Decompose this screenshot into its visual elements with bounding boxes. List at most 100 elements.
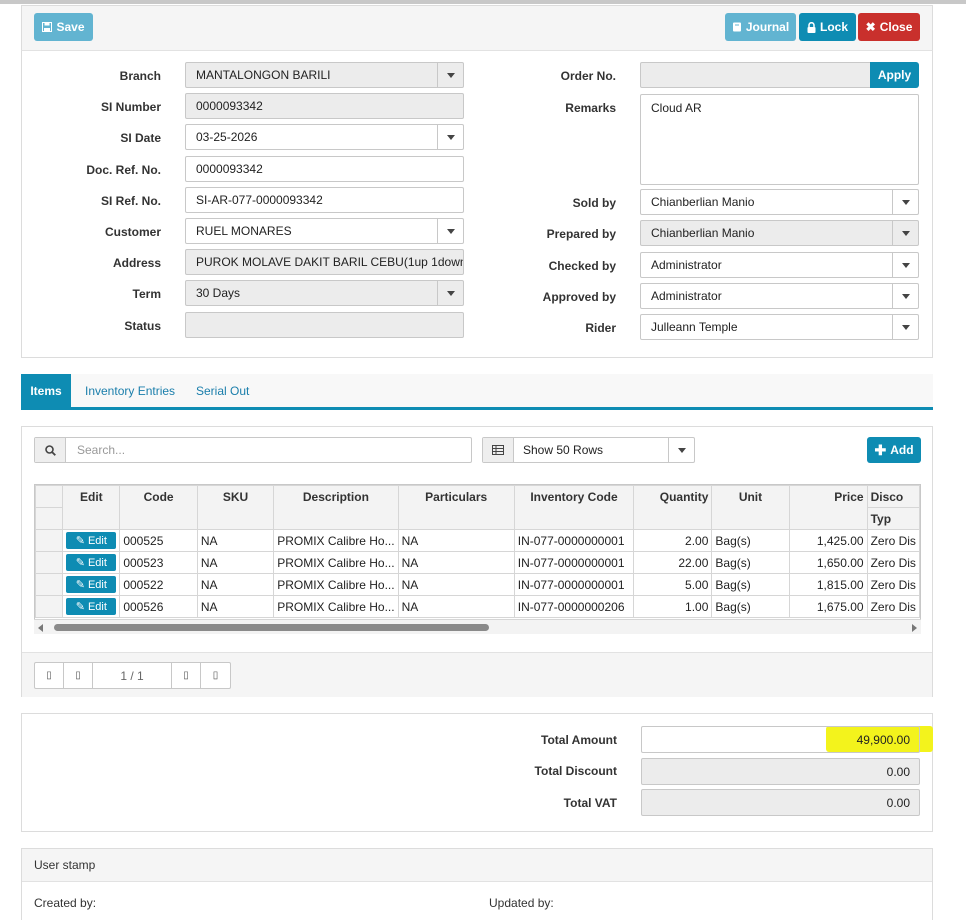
rider-select[interactable]: Julleann Temple [640, 314, 919, 340]
term-value: 30 Days [196, 286, 241, 300]
customer-select[interactable]: RUEL MONARES [185, 218, 464, 244]
chevron-down-icon [892, 190, 918, 214]
column-header-code[interactable]: Code [119, 485, 198, 530]
scrollbar-thumb[interactable] [54, 624, 489, 631]
column-header-discount[interactable]: Disco [866, 485, 920, 508]
column-header-sku[interactable]: SKU [196, 485, 275, 530]
edit-label: Edit [87, 534, 107, 547]
table-row[interactable]: ✎ Edit 000526 NA PROMIX Calibre Ho... NA … [35, 595, 920, 618]
last-page-button[interactable]: ▯ [212, 670, 219, 681]
apply-button[interactable]: Apply [870, 62, 919, 88]
column-header-unit[interactable]: Unit [711, 485, 790, 530]
si-ref-no-label: SI Ref. No. [100, 194, 161, 208]
lock-button[interactable]: Lock [799, 13, 856, 41]
doc-ref-no-label: Doc. Ref. No. [86, 163, 161, 177]
price-cell: 1,650.00 [788, 551, 868, 574]
column-header-price[interactable]: Price [788, 485, 868, 530]
column-header-description[interactable]: Description [273, 485, 399, 530]
edit-cell: ✎ Edit [62, 529, 121, 552]
sold-by-select[interactable]: Chianberlian Manio [640, 189, 919, 215]
order-no-field[interactable] [640, 62, 872, 88]
customer-value: RUEL MONARES [196, 224, 292, 238]
sold-by-label: Sold by [572, 196, 616, 210]
total-amount-field: 49,900.00 [641, 726, 920, 753]
address-value: PUROK MOLAVE DAKIT BARIL CEBU(1up 1down) [196, 255, 464, 269]
discount-cell: Zero Dis [866, 551, 920, 574]
unit-cell: Bag(s) [711, 573, 790, 596]
column-header-edit[interactable]: Edit [62, 485, 121, 530]
branch-value: MANTALONGON BARILI [196, 68, 331, 82]
next-page-button[interactable]: ▯ [172, 663, 201, 688]
edit-icon: ✎ [75, 601, 85, 613]
branch-label: Branch [119, 69, 161, 83]
first-page-button[interactable]: ▯ [35, 663, 64, 688]
prepared-by-value: Chianberlian Manio [651, 226, 755, 240]
edit-icon: ✎ [75, 535, 85, 547]
si-ref-no-field[interactable]: SI-AR-077-0000093342 [185, 187, 464, 213]
table-row[interactable]: ✎ Edit 000525 NA PROMIX Calibre Ho... NA … [35, 529, 920, 552]
table-row[interactable]: ✎ Edit 000523 NA PROMIX Calibre Ho... NA … [35, 551, 920, 574]
doc-ref-no-field[interactable]: 0000093342 [185, 156, 464, 182]
pagination: ▯ ▯ 1 / 1 ▯ ▯ [34, 662, 231, 689]
table-icon [483, 438, 514, 462]
column-header-particulars[interactable]: Particulars [397, 485, 515, 530]
edit-row-button[interactable]: ✎ Edit [66, 598, 117, 615]
search-input[interactable] [67, 438, 467, 462]
journal-button[interactable]: Journal [725, 13, 796, 41]
approved-by-label: Approved by [542, 290, 616, 304]
chevron-down-icon [437, 125, 463, 149]
address-field: PUROK MOLAVE DAKIT BARIL CEBU(1up 1down) [185, 249, 464, 275]
price-cell: 1,675.00 [788, 595, 868, 618]
save-button[interactable]: Save [34, 13, 93, 41]
chevron-down-icon [892, 315, 918, 339]
table-row[interactable]: ✎ Edit 000522 NA PROMIX Calibre Ho... NA … [35, 573, 920, 596]
unit-cell: Bag(s) [711, 595, 790, 618]
edit-label: Edit [87, 556, 107, 569]
approved-by-value: Administrator [651, 289, 722, 303]
rider-value: Julleann Temple [651, 320, 738, 334]
tab-items[interactable]: Items [21, 374, 71, 407]
branch-select[interactable]: MANTALONGON BARILI [185, 62, 464, 88]
code-cell: 000523 [119, 551, 198, 574]
checked-by-select[interactable]: Administrator [640, 252, 919, 278]
remarks-textarea[interactable]: Cloud AR [640, 94, 919, 185]
prepared-by-select[interactable]: Chianberlian Manio [640, 220, 919, 246]
doc-ref-no-value: 0000093342 [196, 162, 263, 176]
code-cell: 000522 [119, 573, 198, 596]
save-label: Save [56, 20, 85, 34]
column-header-quantity[interactable]: Quantity [633, 485, 713, 530]
total-vat-label: Total VAT [563, 796, 617, 810]
checked-by-label: Checked by [548, 259, 616, 273]
total-vat-field: 0.00 [641, 789, 920, 816]
close-icon: ✖ [865, 20, 876, 34]
edit-row-button[interactable]: ✎ Edit [66, 554, 117, 571]
rows-per-page-group[interactable]: Show 50 Rows [482, 437, 695, 463]
si-date-field[interactable]: 03-25-2026 [185, 124, 464, 150]
edit-row-button[interactable]: ✎ Edit [66, 576, 117, 593]
tab-serial-out[interactable]: Serial Out [196, 383, 250, 398]
term-select[interactable]: 30 Days [185, 280, 464, 306]
items-table: Edit Code SKU Description Particulars In… [34, 484, 921, 634]
edit-row-button[interactable]: ✎ Edit [66, 532, 117, 549]
quantity-cell: 5.00 [633, 573, 713, 596]
sku-cell: NA [196, 529, 275, 552]
tab-inventory-entries[interactable]: Inventory Entries [85, 383, 176, 398]
column-subheader-discount-type[interactable]: Typ [866, 507, 920, 530]
discount-cell: Zero Dis [866, 573, 920, 596]
description-cell: PROMIX Calibre Ho... [273, 529, 399, 552]
horizontal-scrollbar[interactable] [34, 619, 921, 634]
add-item-button[interactable]: ✚ Add [867, 437, 921, 463]
scroll-left-icon[interactable] [38, 624, 43, 632]
column-header-inventory-code[interactable]: Inventory Code [513, 485, 635, 530]
close-button[interactable]: ✖ Close [858, 13, 920, 41]
chevron-down-icon [892, 284, 918, 308]
search-group [34, 437, 472, 463]
search-icon [35, 438, 66, 462]
edit-cell: ✎ Edit [62, 595, 121, 618]
lock-label: Lock [819, 20, 848, 34]
user-stamp-panel: User stamp Created by: Updated by: [21, 848, 933, 920]
approved-by-select[interactable]: Administrator [640, 283, 919, 309]
previous-page-button[interactable]: ▯ [64, 663, 93, 688]
scroll-right-icon[interactable] [912, 624, 917, 632]
items-grid-panel: Show 50 Rows ✚ Add Edit Code SKU Descrip… [21, 426, 933, 697]
